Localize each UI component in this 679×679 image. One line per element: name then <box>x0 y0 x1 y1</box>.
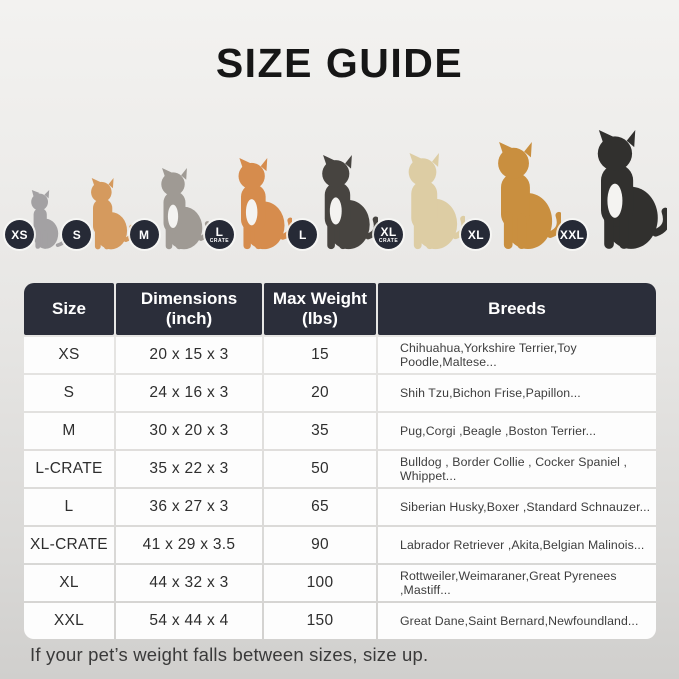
badge-label: XL <box>467 227 484 242</box>
badge-label: XS <box>11 227 28 242</box>
pet-shiba-inu: L CRATE <box>204 158 292 250</box>
size-badge-xl: XL <box>461 220 491 249</box>
header-line1: Max Weight <box>272 288 368 308</box>
badge-label: S <box>72 227 82 242</box>
pet-size-lineup: XS S <box>5 116 667 250</box>
pet-cat: XS <box>5 190 66 250</box>
cell-size: L <box>24 489 114 525</box>
french-bulldog-illustration <box>160 168 209 250</box>
cell-dimensions: 30 x 20 x 3 <box>116 413 262 449</box>
cell-size: S <box>24 375 114 411</box>
badge-crate-label: CRATE <box>378 237 399 244</box>
size-badge-m: M <box>129 220 159 249</box>
cell-size: XL <box>24 565 114 601</box>
cell-dimensions: 44 x 32 x 3 <box>116 565 262 601</box>
doberman-illustration <box>597 130 667 249</box>
shiba-inu-illustration <box>238 158 292 250</box>
header-line1: Size <box>51 298 87 318</box>
header-line2: (lbs) <box>302 309 338 328</box>
header-line1: Breeds <box>488 298 546 318</box>
footnote: If your pet’s weight falls between sizes… <box>30 644 429 665</box>
size-badge-xxl: XXL <box>557 220 587 249</box>
cell-dimensions: 54 x 44 x 4 <box>116 603 262 639</box>
cell-breeds: Labrador Retriever ,Akita,Belgian Malino… <box>378 527 656 563</box>
cell-max-weight: 150 <box>264 603 376 639</box>
pet-border-collie: L <box>288 155 378 250</box>
col-header-dimensions: Dimensions (inch) <box>116 283 262 335</box>
cell-dimensions: 41 x 29 x 3.5 <box>116 527 262 563</box>
page-title: SIZE GUIDE <box>215 40 464 86</box>
badge-label: M <box>139 227 150 242</box>
cell-breeds: Siberian Husky,Boxer ,Standard Schnauzer… <box>378 489 656 525</box>
header-line2: (inch) <box>165 309 213 328</box>
cell-dimensions: 24 x 16 x 3 <box>116 375 262 411</box>
cell-max-weight: 15 <box>264 337 376 373</box>
cell-dimensions: 35 x 22 x 3 <box>116 451 262 487</box>
col-header-max-weight: Max Weight (lbs) <box>264 283 376 335</box>
size-badge-l-crate: L CRATE <box>204 220 234 249</box>
header-line1: Dimensions <box>140 288 238 308</box>
pomeranian-illustration <box>91 178 134 250</box>
cell-size: XS <box>24 337 114 373</box>
badge-label: XXL <box>559 227 585 242</box>
size-badge-s: S <box>62 220 92 249</box>
size-table: Size Dimensions (inch) Max Weight (lbs) … <box>24 283 656 639</box>
size-badge-l: L <box>288 220 318 249</box>
cell-max-weight: 100 <box>264 565 376 601</box>
col-header-breeds: Breeds <box>378 283 656 335</box>
cell-breeds: Pug,Corgi ,Beagle ,Boston Terrier... <box>378 413 656 449</box>
cell-size: XL-CRATE <box>24 527 114 563</box>
pet-french-bulldog: M <box>129 168 209 250</box>
badge-crate-label: CRATE <box>209 237 230 244</box>
cell-breeds: Bulldog , Border Collie , Cocker Spaniel… <box>378 451 656 487</box>
pet-doberman: XXL <box>557 130 667 250</box>
cell-max-weight: 90 <box>264 527 376 563</box>
cell-max-weight: 50 <box>264 451 376 487</box>
cell-dimensions: 20 x 15 x 3 <box>116 337 262 373</box>
cell-breeds: Chihuahua,Yorkshire Terrier,Toy Poodle,M… <box>378 337 656 373</box>
cell-breeds: Great Dane,Saint Bernard,Newfoundland... <box>378 603 656 639</box>
pet-labrador: XL CRATE <box>374 153 465 250</box>
badge-label: L <box>298 227 307 242</box>
cell-dimensions: 36 x 27 x 3 <box>116 489 262 525</box>
golden-retriever-illustration <box>498 142 562 250</box>
cell-size: L-CRATE <box>24 451 114 487</box>
cell-size: XXL <box>24 603 114 639</box>
cell-max-weight: 35 <box>264 413 376 449</box>
cat-illustration <box>31 190 66 249</box>
col-header-size: Size <box>24 283 114 335</box>
cell-breeds: Rottweiler,Weimaraner,Great Pyrenees ,Ma… <box>378 565 656 601</box>
pet-pomeranian: S <box>62 178 134 250</box>
badge-label: XL <box>380 224 397 239</box>
size-badge-xs: XS <box>5 220 34 249</box>
cell-size: M <box>24 413 114 449</box>
cell-max-weight: 65 <box>264 489 376 525</box>
pet-golden-retriever: XL <box>461 142 562 250</box>
badge-label: L <box>215 224 224 239</box>
size-badge-xl-crate: XL CRATE <box>374 220 404 249</box>
labrador-illustration <box>408 153 465 250</box>
cell-max-weight: 20 <box>264 375 376 411</box>
border-collie-illustration <box>322 155 378 250</box>
cell-breeds: Shih Tzu,Bichon Frise,Papillon... <box>378 375 656 411</box>
